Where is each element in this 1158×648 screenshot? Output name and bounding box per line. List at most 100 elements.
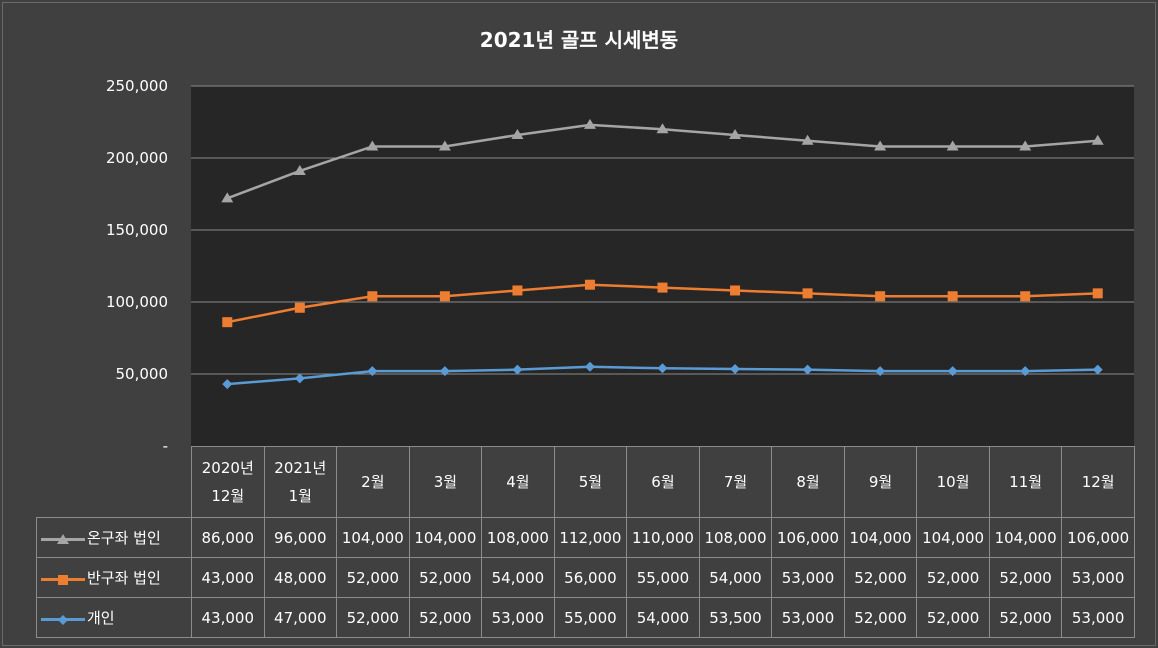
x-category-label: 9월 [843,446,918,518]
table-cell: 52,000 [843,557,918,598]
table-cell: 53,500 [698,597,773,638]
data-point [293,164,306,175]
legend-key [41,612,85,626]
table-cell: 104,000 [916,517,990,558]
y-tick-label: - [163,437,168,455]
legend-marker [58,574,68,585]
table-cell: 108,000 [481,517,555,558]
table-cell: 43,000 [191,557,265,598]
x-tick-label: 5월 [578,473,603,491]
data-point [657,282,668,293]
table-cell: 55,000 [553,597,628,638]
table-cell: 104,000 [336,517,410,558]
data-point [584,279,595,290]
table-cell: 96,000 [263,517,338,558]
table-cell: 110,000 [626,517,700,558]
table-row: 반구좌 법인 43,000 48,000 52,000 52,000 54,000 56,0… [36,557,1135,598]
data-point [730,363,741,374]
table-row: 온구좌 법인 86,000 96,000 104,000 104,000 108,000 1… [36,517,1135,558]
data-point [875,291,886,302]
data-point [221,192,234,203]
data-point [1020,291,1031,302]
x-category-label: 2월 [336,446,410,518]
x-tick-label: 12월 [211,487,245,505]
data-point [802,364,813,375]
table-row: 개인 43,000 47,000 52,000 52,000 53,000 55,000 54… [36,597,1135,638]
data-point [874,140,887,151]
data-table: 2020년 12월 2021년 1월 2월 3월 4월 5월 6월 7월 8월 9월 10월 11월 12월… [36,446,1135,638]
table-cell: 43,000 [191,597,265,638]
data-point [729,128,742,139]
table-cell: 48,000 [263,557,338,598]
x-tick-label: 4월 [506,473,530,491]
table-cell: 52,000 [843,597,918,638]
legend-entry: 온구좌 법인 [36,517,192,558]
data-point [946,140,959,151]
table-cell: 53,000 [481,597,555,638]
data-point [583,118,596,129]
plot-area [191,86,1134,446]
series-markers [221,118,1104,390]
y-tick-label: 250,000 [106,77,168,95]
data-point [1092,288,1103,299]
data-point [512,285,523,296]
x-category-label: 3월 [408,446,483,518]
data-point [294,373,305,384]
table-cell: 112,000 [553,517,628,558]
table-corner [37,447,192,518]
x-category-label: 12월 [1061,446,1135,518]
legend-label: 반구좌 법인 [87,569,161,587]
data-point [947,366,958,377]
x-tick-label: 9월 [868,473,893,491]
data-point [439,291,450,302]
x-tick-label: 2021년 [274,459,327,477]
x-tick-label: 12월 [1081,473,1115,491]
legend-marker [57,533,69,544]
table-cell: 56,000 [553,557,628,598]
gridlines [191,85,1134,375]
table-cell: 55,000 [626,557,700,598]
table-cell: 52,000 [916,597,990,638]
y-tick-label: 50,000 [116,365,169,383]
data-point [222,317,233,328]
legend-entry: 반구좌 법인 [36,557,192,598]
x-tick-label: 11월 [1009,473,1043,491]
legend-entry: 개인 [36,597,192,638]
x-tick-label: 2월 [361,473,385,491]
table-cell: 104,000 [988,517,1063,558]
table-cell: 52,000 [336,557,410,598]
table-cell: 53,000 [771,597,845,638]
table-cell: 53,000 [1061,557,1135,598]
y-axis: - 50,000 100,000 150,000 200,000 250,000 [106,77,168,455]
x-category-label: 2021년 1월 [263,446,338,518]
legend-marker [58,614,68,625]
table-cell: 52,000 [916,557,990,598]
data-point [656,123,669,134]
data-point [730,285,741,296]
x-category-label: 8월 [771,446,845,518]
data-point [875,366,886,377]
data-point [512,364,523,375]
table-cell: 52,000 [988,557,1063,598]
table-cell: 47,000 [263,597,338,638]
data-point [1092,364,1103,375]
y-tick-label: 200,000 [106,149,168,167]
x-tick-label: 3월 [433,473,458,491]
data-point [294,302,305,313]
x-tick-label: 6월 [651,473,675,491]
data-point [1020,366,1031,377]
table-cell: 52,000 [336,597,410,638]
table-cell: 52,000 [408,597,483,638]
data-point [657,363,668,374]
legend-key [41,572,85,586]
table-cell: 53,000 [1061,597,1135,638]
legend-label: 온구좌 법인 [87,529,161,547]
x-category-label: 10월 [916,446,990,518]
table-cell: 52,000 [988,597,1063,638]
x-category-label: 6월 [626,446,700,518]
data-point [439,366,450,377]
x-tick-label: 8월 [796,473,820,491]
table-cell: 54,000 [698,557,773,598]
chart-title: 2021년 골프 시세변동 [479,28,679,52]
